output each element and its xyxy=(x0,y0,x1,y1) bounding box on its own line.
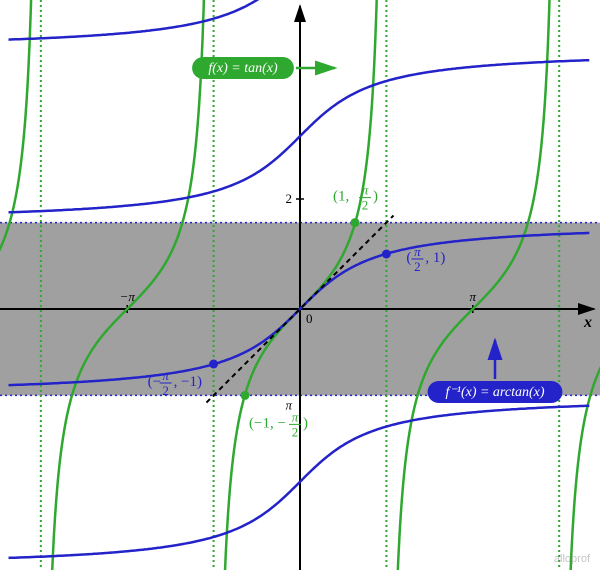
svg-text:2: 2 xyxy=(292,424,299,439)
y-tick-label-2: 2 xyxy=(286,191,293,206)
arctan-badge-text: f⁻¹(x) = arctan(x) xyxy=(445,385,544,400)
svg-text:, −1): , −1) xyxy=(174,374,202,390)
svg-text:(: ( xyxy=(406,250,411,266)
svg-text:(−: (− xyxy=(148,374,161,390)
svg-text:π: π xyxy=(414,244,421,259)
point-blue-1 xyxy=(209,360,218,369)
svg-text:(1,: (1, xyxy=(333,189,349,205)
svg-text:(−1, −: (−1, − xyxy=(249,415,286,431)
svg-text:π: π xyxy=(292,409,299,424)
point-blue-0 xyxy=(382,250,391,259)
watermark: alloprof xyxy=(554,553,591,565)
point-green-1 xyxy=(241,391,250,400)
x-axis-label: x xyxy=(583,314,592,331)
svg-text:2: 2 xyxy=(162,383,169,398)
svg-text:, 1): , 1) xyxy=(425,250,445,266)
point-green-0 xyxy=(351,218,360,227)
origin-label: 0 xyxy=(306,311,313,326)
x-tick-label-1: π xyxy=(470,289,477,304)
svg-text:π: π xyxy=(362,183,369,198)
svg-text:): ) xyxy=(373,189,378,205)
svg-text:): ) xyxy=(303,415,308,431)
tan-badge-text: f(x) = tan(x) xyxy=(208,61,278,76)
svg-text:2: 2 xyxy=(362,198,369,213)
svg-text:2: 2 xyxy=(414,259,421,274)
svg-text:π: π xyxy=(162,368,169,383)
